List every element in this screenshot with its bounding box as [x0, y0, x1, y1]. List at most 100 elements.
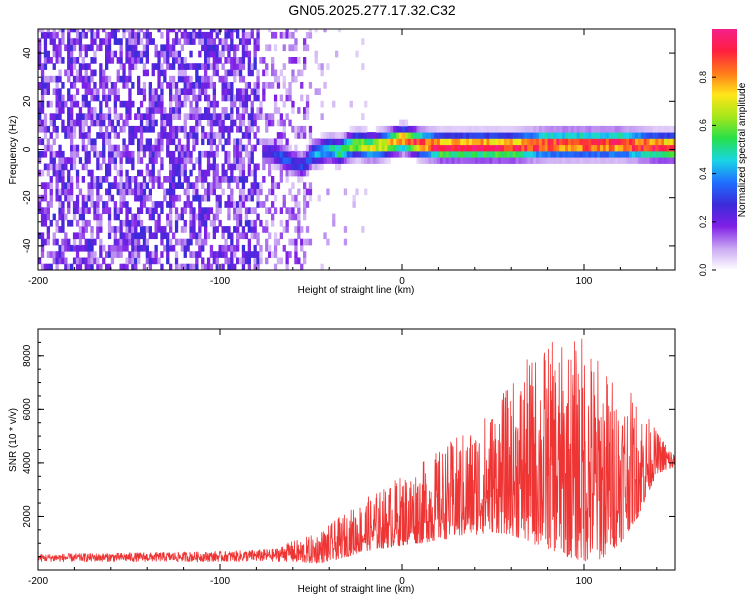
- spectrogram-cell: [119, 113, 123, 120]
- spectrogram-cell: [664, 125, 668, 133]
- spectrogram-cell: [241, 182, 246, 189]
- spectrogram-cell: [90, 169, 94, 177]
- spectrogram-cell: [177, 38, 182, 45]
- spectrogram-cell: [661, 138, 665, 146]
- spectrogram-cell: [122, 263, 126, 270]
- spectrogram-cell: [183, 63, 187, 70]
- spectrogram-cell: [84, 75, 88, 83]
- spectrogram-cell: [131, 57, 135, 64]
- spectrogram-cell: [116, 29, 120, 33]
- spectrogram-cell: [512, 125, 516, 133]
- x-tick-label: 100: [576, 276, 593, 287]
- spectrogram-cell: [204, 219, 208, 227]
- spectrogram-cell: [137, 29, 141, 33]
- spectrogram-cell: [119, 150, 123, 158]
- spectrogram-cell: [87, 169, 91, 177]
- spectrogram-cell: [64, 213, 68, 221]
- spectrogram-cell: [58, 107, 62, 114]
- spectrogram-cell: [643, 144, 647, 152]
- spectrogram-cell: [294, 201, 298, 208]
- spectrogram-cell: [201, 213, 205, 221]
- spectrogram-cell: [416, 132, 420, 139]
- spectrogram-cell: [215, 44, 219, 52]
- spectrogram-cell: [204, 263, 208, 270]
- spectrogram-cell: [515, 138, 519, 146]
- spectrogram-cell: [87, 251, 91, 258]
- spectrogram-cell: [160, 88, 164, 95]
- spectrogram-cell: [99, 194, 103, 202]
- spectrogram-cell: [186, 150, 190, 158]
- spectrogram-cell: [236, 138, 240, 146]
- y-tick-label: 8000: [22, 344, 33, 367]
- spectrogram-cell: [434, 157, 438, 164]
- spectrogram-cell: [61, 57, 65, 64]
- spectrogram-cell: [58, 176, 62, 183]
- spectrogram-cell: [218, 57, 222, 64]
- spectrogram-cell: [320, 113, 324, 120]
- spectrogram-cell: [215, 201, 219, 208]
- spectrogram-cell: [172, 75, 176, 83]
- spectrogram-cell: [236, 176, 240, 183]
- spectrogram-cell: [180, 169, 184, 177]
- spectrogram-cell: [61, 257, 65, 265]
- spectrogram-cell: [276, 132, 281, 139]
- spectrogram-cell: [96, 213, 100, 221]
- spectrogram-cell: [87, 125, 91, 133]
- spectrogram-cell: [116, 213, 120, 221]
- spectrogram-cell: [87, 113, 91, 120]
- spectrogram-cell: [90, 201, 94, 208]
- spectrogram-cell: [215, 100, 219, 108]
- spectrogram-cell: [40, 138, 45, 146]
- spectrogram-cell: [291, 150, 295, 158]
- spectrogram-cell: [134, 176, 138, 183]
- spectrogram-cell: [445, 144, 449, 152]
- spectrogram-cell: [605, 157, 610, 164]
- spectrogram-cell: [471, 132, 476, 139]
- spectrogram-cell: [439, 125, 444, 133]
- spectrogram-cell: [230, 31, 234, 39]
- spectrogram-cell: [64, 125, 68, 133]
- spectrogram-cell: [174, 50, 179, 58]
- spectrogram-cell: [84, 226, 88, 233]
- spectrogram-cell: [137, 125, 141, 133]
- spectrogram-cell: [230, 94, 234, 102]
- spectrogram-cell: [646, 138, 650, 146]
- spectrogram-cell: [172, 163, 176, 171]
- spectrogram-cell: [131, 138, 135, 146]
- spectrogram-cell: [166, 119, 170, 127]
- spectrogram-cell: [276, 238, 281, 246]
- spectrogram-cell: [594, 132, 598, 139]
- spectrogram-cell: [259, 138, 263, 146]
- spectrogram-cell: [142, 31, 147, 39]
- spectrogram-cell: [157, 182, 161, 189]
- spectrogram-cell: [282, 144, 286, 152]
- spectrogram-cell: [538, 132, 543, 139]
- spectrogram-cell: [524, 125, 528, 133]
- spectrogram-cell: [102, 138, 106, 146]
- spectrogram-cell: [399, 132, 403, 139]
- spectrogram-cell: [547, 138, 551, 146]
- spectrogram-cell: [169, 182, 173, 189]
- spectrogram-cell: [215, 57, 219, 64]
- spectrogram-cell: [128, 94, 132, 102]
- spectrogram-cell: [617, 144, 621, 152]
- spectrogram-cell: [180, 31, 184, 39]
- spectrogram-cell: [46, 125, 50, 133]
- spectrogram-cell: [469, 144, 473, 152]
- spectrogram-cell: [201, 182, 205, 189]
- spectrogram-cell: [285, 94, 289, 102]
- spectrogram-cell: [46, 29, 50, 33]
- spectrogram-cell: [195, 138, 199, 146]
- y-tick-label: -40: [22, 238, 33, 253]
- spectrogram-cell: [154, 244, 158, 252]
- spectrogram-cell: [332, 213, 336, 221]
- spectrogram-cell: [125, 238, 129, 246]
- spectrogram-cell: [221, 50, 225, 58]
- spectrogram-cell: [93, 150, 97, 158]
- spectrogram-cell: [137, 244, 141, 252]
- spectrogram-cell: [38, 38, 42, 45]
- spectrogram-cell: [224, 75, 228, 83]
- spectrogram-cell: [233, 251, 237, 258]
- spectrogram-cell: [273, 144, 278, 152]
- spectrogram-cell: [573, 125, 578, 133]
